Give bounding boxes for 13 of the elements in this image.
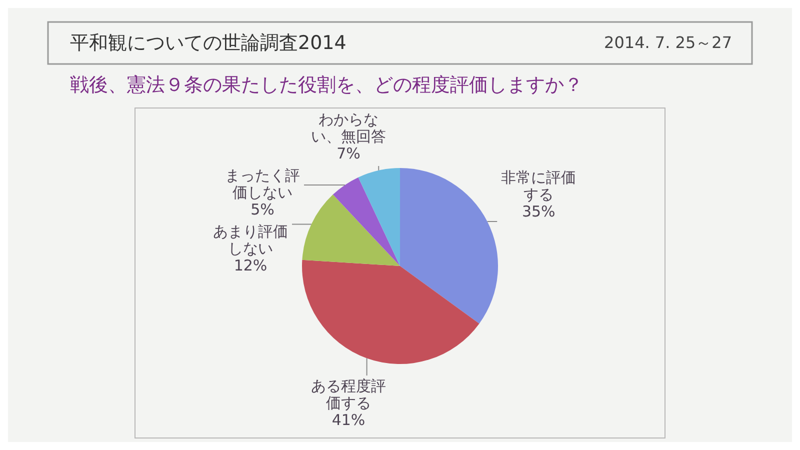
- slice-label: あまり評価しない: [213, 222, 288, 258]
- data-label: 41%: [332, 410, 366, 429]
- data-label: 5%: [250, 200, 274, 218]
- slice-label: ある程度評価する: [311, 376, 386, 412]
- data-label: 35%: [522, 202, 556, 221]
- text: 2014. 7. 25～27: [604, 33, 732, 52]
- chart-title: 平和観についての世論調査2014: [70, 32, 346, 54]
- data-label: 7%: [336, 144, 360, 162]
- chart-subtitle: 戦後、憲法９条の果たした役割を、どの程度評価しますか？: [70, 74, 583, 96]
- data-label: 12%: [234, 256, 268, 274]
- slice-label: まったく評価しない: [225, 166, 300, 202]
- slice-label: わからない、無回答: [311, 110, 386, 146]
- slice-label: 非常に評価する: [501, 168, 576, 204]
